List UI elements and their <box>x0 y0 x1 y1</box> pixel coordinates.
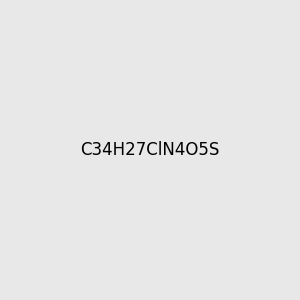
Text: C34H27ClN4O5S: C34H27ClN4O5S <box>80 141 220 159</box>
